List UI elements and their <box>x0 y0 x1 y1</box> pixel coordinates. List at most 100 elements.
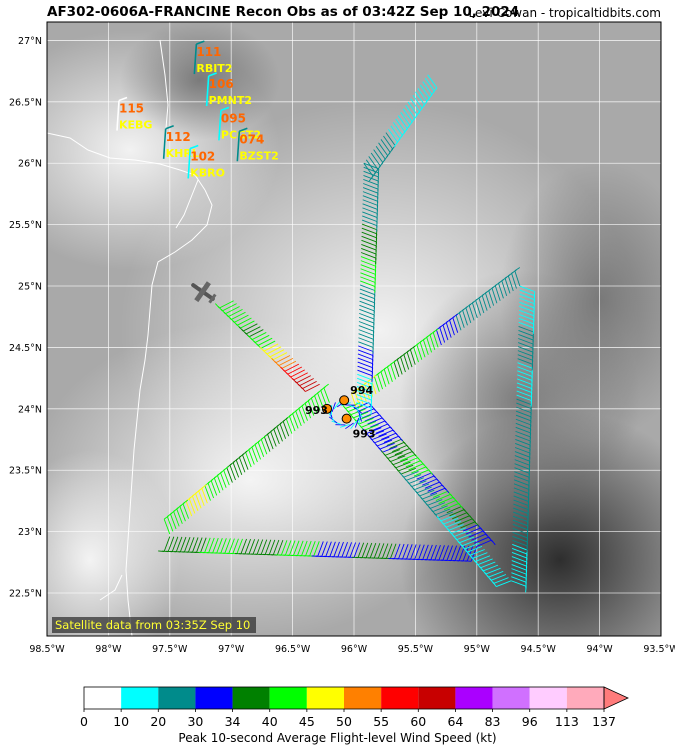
colorbar-swatch <box>158 687 196 709</box>
lon-tick-label: 95.5°W <box>398 644 434 655</box>
pressure-marker: 994 <box>339 384 373 406</box>
colorbar-swatch <box>269 687 307 709</box>
station-marker: 106 PMNT2 <box>205 72 252 107</box>
wind-barb <box>427 74 438 93</box>
colorbar-tick-label: 55 <box>373 714 389 729</box>
colorbar-swatch <box>306 687 344 709</box>
wind-barb <box>163 515 171 535</box>
colorbar-tick-label: 83 <box>485 714 501 729</box>
pressure-marker: 993 <box>305 403 332 417</box>
colorbar-extend-arrow <box>603 686 629 710</box>
colorbar-tick-label: 137 <box>592 714 616 729</box>
pressure-marker: 993 <box>341 413 376 441</box>
station-speed: 111 <box>196 45 221 59</box>
lat-tick-label: 25°N <box>18 282 42 293</box>
colorbar-tick-label: 64 <box>447 714 463 729</box>
wind-barb <box>333 400 341 410</box>
station-name: BZST2 <box>239 149 278 162</box>
station-speed: 106 <box>209 77 234 91</box>
colorbar-tick-label: 96 <box>522 714 538 729</box>
wind-barb <box>358 411 362 422</box>
surface-stations: 115KEBG111RBIT2106PMNT2112KHRL095PCGT207… <box>116 40 279 179</box>
lon-tick-label: 96.5°W <box>275 644 311 655</box>
satellite-note: Satellite data from 03:35Z Sep 10 <box>55 618 250 632</box>
recon-map: 115KEBG111RBIT2106PMNT2112KHRL095PCGT207… <box>9 21 675 655</box>
wind-barb <box>354 417 360 428</box>
colorbar-swatch <box>232 687 270 709</box>
colorbar-swatch <box>344 687 382 709</box>
pressure-label: 994 <box>350 384 373 397</box>
wind-barb <box>300 383 320 392</box>
recon-wind-barbs <box>158 74 536 593</box>
lat-tick-label: 22.5°N <box>9 589 42 600</box>
colorbar-tick-label: 60 <box>410 714 426 729</box>
lon-tick-label: 93.5°W <box>643 644 675 655</box>
map-frame <box>46 21 662 637</box>
wind-barb <box>350 420 358 430</box>
lon-tick-label: 97.5°W <box>152 644 188 655</box>
station-marker: 102 KBRO <box>187 144 225 179</box>
satellite-note-box <box>52 617 256 633</box>
colorbar-swatch <box>195 687 233 709</box>
station-marker: 115 KEBG <box>116 96 152 132</box>
pressure-label: 993 <box>305 404 328 417</box>
station-marker: 074 BZST2 <box>236 127 279 162</box>
satellite-imagery <box>47 22 661 636</box>
colorbar-swatch <box>566 687 604 709</box>
colorbar-swatch <box>492 687 530 709</box>
colorbar-swatch <box>418 687 456 709</box>
colorbar-tick-label: 34 <box>225 714 241 729</box>
aircraft-icon <box>191 281 217 304</box>
wind-barb <box>519 285 536 298</box>
colorbar-tick-label: 50 <box>336 714 352 729</box>
station-speed: 112 <box>166 130 191 144</box>
lon-tick-label: 98.5°W <box>29 644 65 655</box>
station-speed: 102 <box>190 149 215 163</box>
station-name: KBRO <box>190 166 225 179</box>
axis-ticks: 98.5°W 98°W 97.5°W 97°W 96.5°W 96°W 95.5°W 95°W… <box>9 36 675 655</box>
lon-tick-label: 97°W <box>218 644 245 655</box>
lat-tick-label: 26.5°N <box>9 97 42 108</box>
colorbar-tick-label: 0 <box>80 714 88 729</box>
station-marker: 095 PCGT2 <box>218 106 261 141</box>
colorbar-swatch <box>529 687 567 709</box>
wind-barb <box>363 162 380 175</box>
lon-tick-label: 94.5°W <box>521 644 557 655</box>
station-speed: 115 <box>119 102 144 116</box>
map-title: AF302-0606A-FRANCINE Recon Obs as of 03:… <box>47 4 520 20</box>
lat-tick-label: 24°N <box>18 404 42 415</box>
pressure-observations: 994 993 993 <box>305 384 376 440</box>
colorbar-tick-label: 113 <box>555 714 579 729</box>
wind-barb <box>331 402 336 413</box>
station-name: PMNT2 <box>209 94 252 107</box>
colorbar-tick-label: 30 <box>187 714 203 729</box>
station-name: KEBG <box>119 119 152 132</box>
pressure-label: 993 <box>353 428 376 441</box>
station-name: PCGT2 <box>221 128 261 141</box>
wind-barb <box>340 424 350 428</box>
lon-tick-label: 95°W <box>464 644 491 655</box>
colorbar-label: Peak 10-second Average Flight-level Wind… <box>178 731 497 745</box>
lon-tick-label: 98°W <box>95 644 122 655</box>
wind-colorbar: 0 10 20 30 34 40 45 50 55 60 64 83 96 113 137 <box>80 686 629 729</box>
lat-tick-label: 27°N <box>18 36 42 47</box>
colorbar-tick-label: 40 <box>262 714 278 729</box>
station-speed: 095 <box>221 111 246 125</box>
colorbar-tick-label: 20 <box>150 714 166 729</box>
lat-tick-label: 26°N <box>18 159 42 170</box>
wind-barb <box>492 580 512 588</box>
station-speed: 074 <box>239 132 264 146</box>
station-name: RBIT2 <box>196 62 232 75</box>
colorbar-swatch <box>121 687 159 709</box>
lat-tick-label: 24.5°N <box>9 343 42 354</box>
colorbar-tick-label: 45 <box>299 714 315 729</box>
lon-tick-label: 94°W <box>586 644 613 655</box>
lat-tick-label: 25.5°N <box>9 220 42 231</box>
credit-text: Levi Cowan - tropicaltidbits.com <box>468 6 661 20</box>
colorbar-swatch <box>455 687 493 709</box>
colorbar-tick-label: 10 <box>113 714 129 729</box>
colorbar-swatch <box>84 687 122 709</box>
lon-tick-label: 96°W <box>341 644 368 655</box>
colorbar-swatch <box>381 687 419 709</box>
wind-barb <box>345 422 354 430</box>
